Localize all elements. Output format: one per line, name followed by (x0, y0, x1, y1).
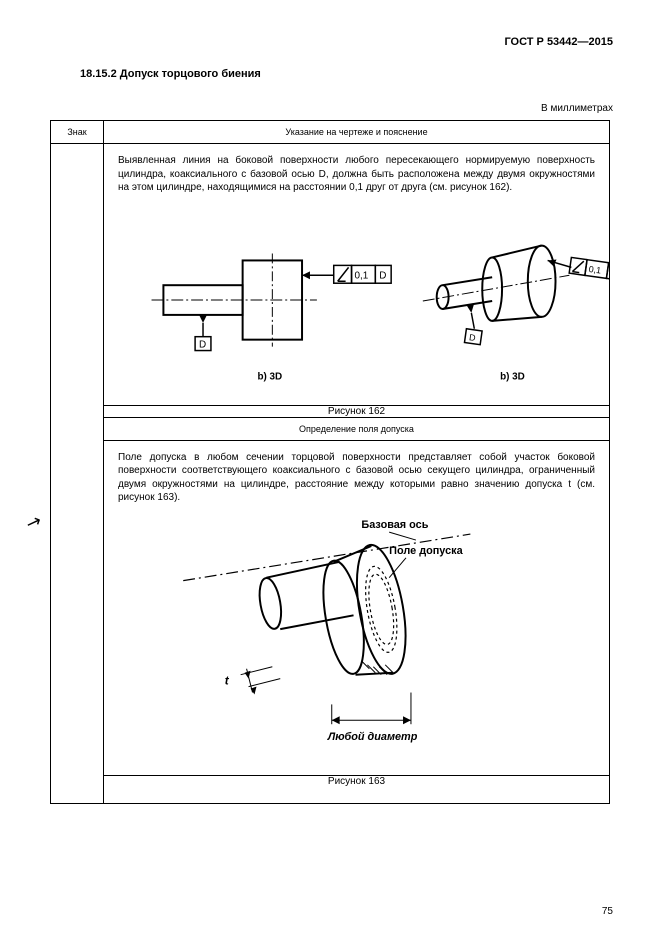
fig162-right-sub: b) 3D (500, 371, 525, 382)
document-id: ГОСТ Р 53442—2015 (504, 36, 613, 48)
description-cell-2: Поле допуска в любом сечении торцовой по… (104, 440, 610, 775)
label-t: t (225, 673, 230, 687)
figure-162-area: 0,1 D D b) 3D (104, 205, 609, 405)
header-description: Указание на чертеже и пояснение (104, 121, 610, 144)
figure-162-caption: Рисунок 162 (104, 405, 610, 417)
section-heading: Допуск торцового биения (120, 68, 261, 80)
figure-163-area: Базовая ось Поле допуска t (104, 515, 609, 775)
tolerance-table: Знак Указание на чертеже и пояснение Выя… (50, 120, 610, 804)
label-diameter: Любой диаметр (327, 731, 418, 743)
units-note: В миллиметрах (541, 103, 613, 114)
section-number: 18.15.2 (80, 68, 117, 80)
paragraph-2: Поле допуска в любом сечении торцовой по… (104, 441, 609, 515)
header-sign: Знак (51, 121, 104, 144)
fig162-left-sub: b) 3D (257, 371, 282, 382)
label-zone: Поле допуска (389, 544, 463, 556)
margin-arrow-icon: ↗ (23, 510, 44, 535)
fcf-datum-left: D (379, 270, 386, 281)
svg-text:D: D (469, 332, 477, 343)
paragraph-1: Выявленная линия на боковой поверхности … (104, 144, 609, 205)
fcf-value-left: 0,1 (355, 270, 369, 281)
svg-text:0,1: 0,1 (588, 263, 602, 275)
description-cell-1: Выявленная линия на боковой поверхности … (104, 144, 610, 406)
page-number: 75 (602, 906, 613, 917)
figure-163-caption: Рисунок 163 (104, 775, 610, 803)
label-axis: Базовая ось (361, 519, 428, 531)
datum-label-left: D (199, 339, 206, 350)
subheader-zone: Определение поля допуска (104, 417, 610, 440)
sign-cell (51, 144, 104, 804)
section-title: 18.15.2 Допуск торцового биения (80, 68, 261, 80)
